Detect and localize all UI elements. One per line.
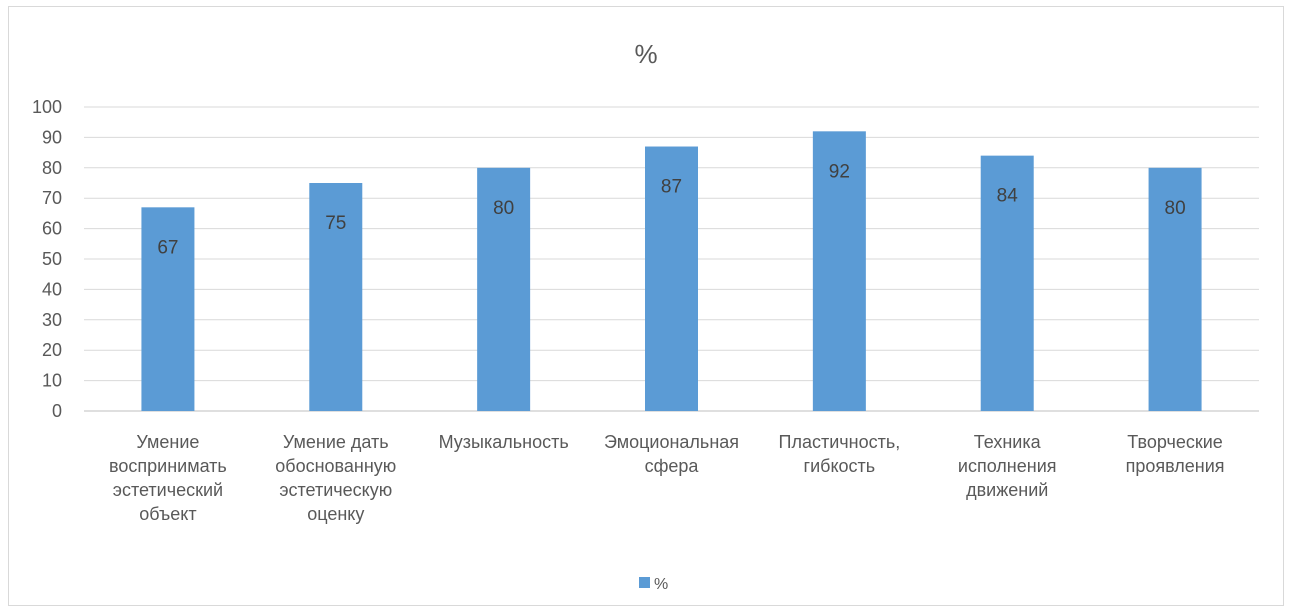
data-label: 67 xyxy=(157,237,178,258)
bar xyxy=(309,183,363,411)
y-tick-label: 10 xyxy=(42,371,62,391)
category-label: Пластичность, гибкость xyxy=(779,432,901,476)
y-tick-label: 90 xyxy=(42,127,62,147)
data-label: 87 xyxy=(661,177,682,198)
bar xyxy=(645,146,698,411)
category-label-line: эстетический xyxy=(113,480,223,500)
category-label-line: эстетическую xyxy=(279,480,392,500)
category-label-line: гибкость xyxy=(804,456,876,476)
data-labels: 67 75 80 87 92 84 80 xyxy=(157,161,1185,258)
category-label-line: Умение дать xyxy=(283,432,389,452)
legend-label: % xyxy=(654,576,668,593)
category-label-line: Музыкальность xyxy=(439,432,569,452)
category-label: Музыкальность xyxy=(439,432,569,452)
bars xyxy=(141,131,1202,411)
bar xyxy=(980,155,1034,411)
y-tick-label: 30 xyxy=(42,310,62,330)
category-label-line: Эмоциональная xyxy=(604,432,739,452)
category-label-line: проявления xyxy=(1126,456,1225,476)
y-tick-label: 20 xyxy=(42,340,62,360)
category-label-line: Техника xyxy=(974,432,1042,452)
bar xyxy=(477,167,531,411)
category-label-line: обоснованную xyxy=(275,456,396,476)
bar xyxy=(1148,167,1202,411)
category-label: Умение дать обоснованную эстетическую оценк… xyxy=(275,432,396,524)
category-label: Эмоциональная сфера xyxy=(604,432,739,476)
category-label-line: Творческие xyxy=(1127,432,1223,452)
data-label: 92 xyxy=(829,161,850,182)
x-axis-categories: Умение воспринимать эстетический объектУмен… xyxy=(109,432,1225,524)
category-label-line: Умение xyxy=(136,432,199,452)
bar xyxy=(141,207,195,411)
category-label-line: оценку xyxy=(307,504,364,524)
category-label: Техника исполнения движений xyxy=(958,432,1057,500)
data-label: 84 xyxy=(997,186,1019,207)
data-label: 75 xyxy=(325,213,346,234)
legend: % xyxy=(639,576,668,593)
y-axis-ticks: 0 10 20 30 40 50 60 70 80 90 100 xyxy=(32,97,62,421)
category-label-line: воспринимать xyxy=(109,456,227,476)
data-label: 80 xyxy=(1165,198,1186,219)
y-tick-label: 100 xyxy=(32,97,62,117)
y-tick-label: 50 xyxy=(42,249,62,269)
data-label: 80 xyxy=(493,198,514,219)
bar xyxy=(812,131,866,411)
category-label: Творческие проявления xyxy=(1126,432,1225,476)
category-label-line: сфера xyxy=(645,456,700,476)
legend-swatch xyxy=(639,577,650,588)
y-tick-label: 0 xyxy=(52,401,62,421)
chart-title: % xyxy=(634,39,657,69)
category-label-line: исполнения xyxy=(958,456,1057,476)
y-tick-label: 70 xyxy=(42,188,62,208)
y-tick-label: 60 xyxy=(42,219,62,239)
category-label: Умение воспринимать эстетический объект xyxy=(109,432,227,524)
y-tick-label: 40 xyxy=(42,279,62,299)
category-label-line: движений xyxy=(966,480,1048,500)
y-tick-label: 80 xyxy=(42,158,62,178)
category-label-line: Пластичность, xyxy=(779,432,901,452)
category-label-line: объект xyxy=(139,504,196,524)
